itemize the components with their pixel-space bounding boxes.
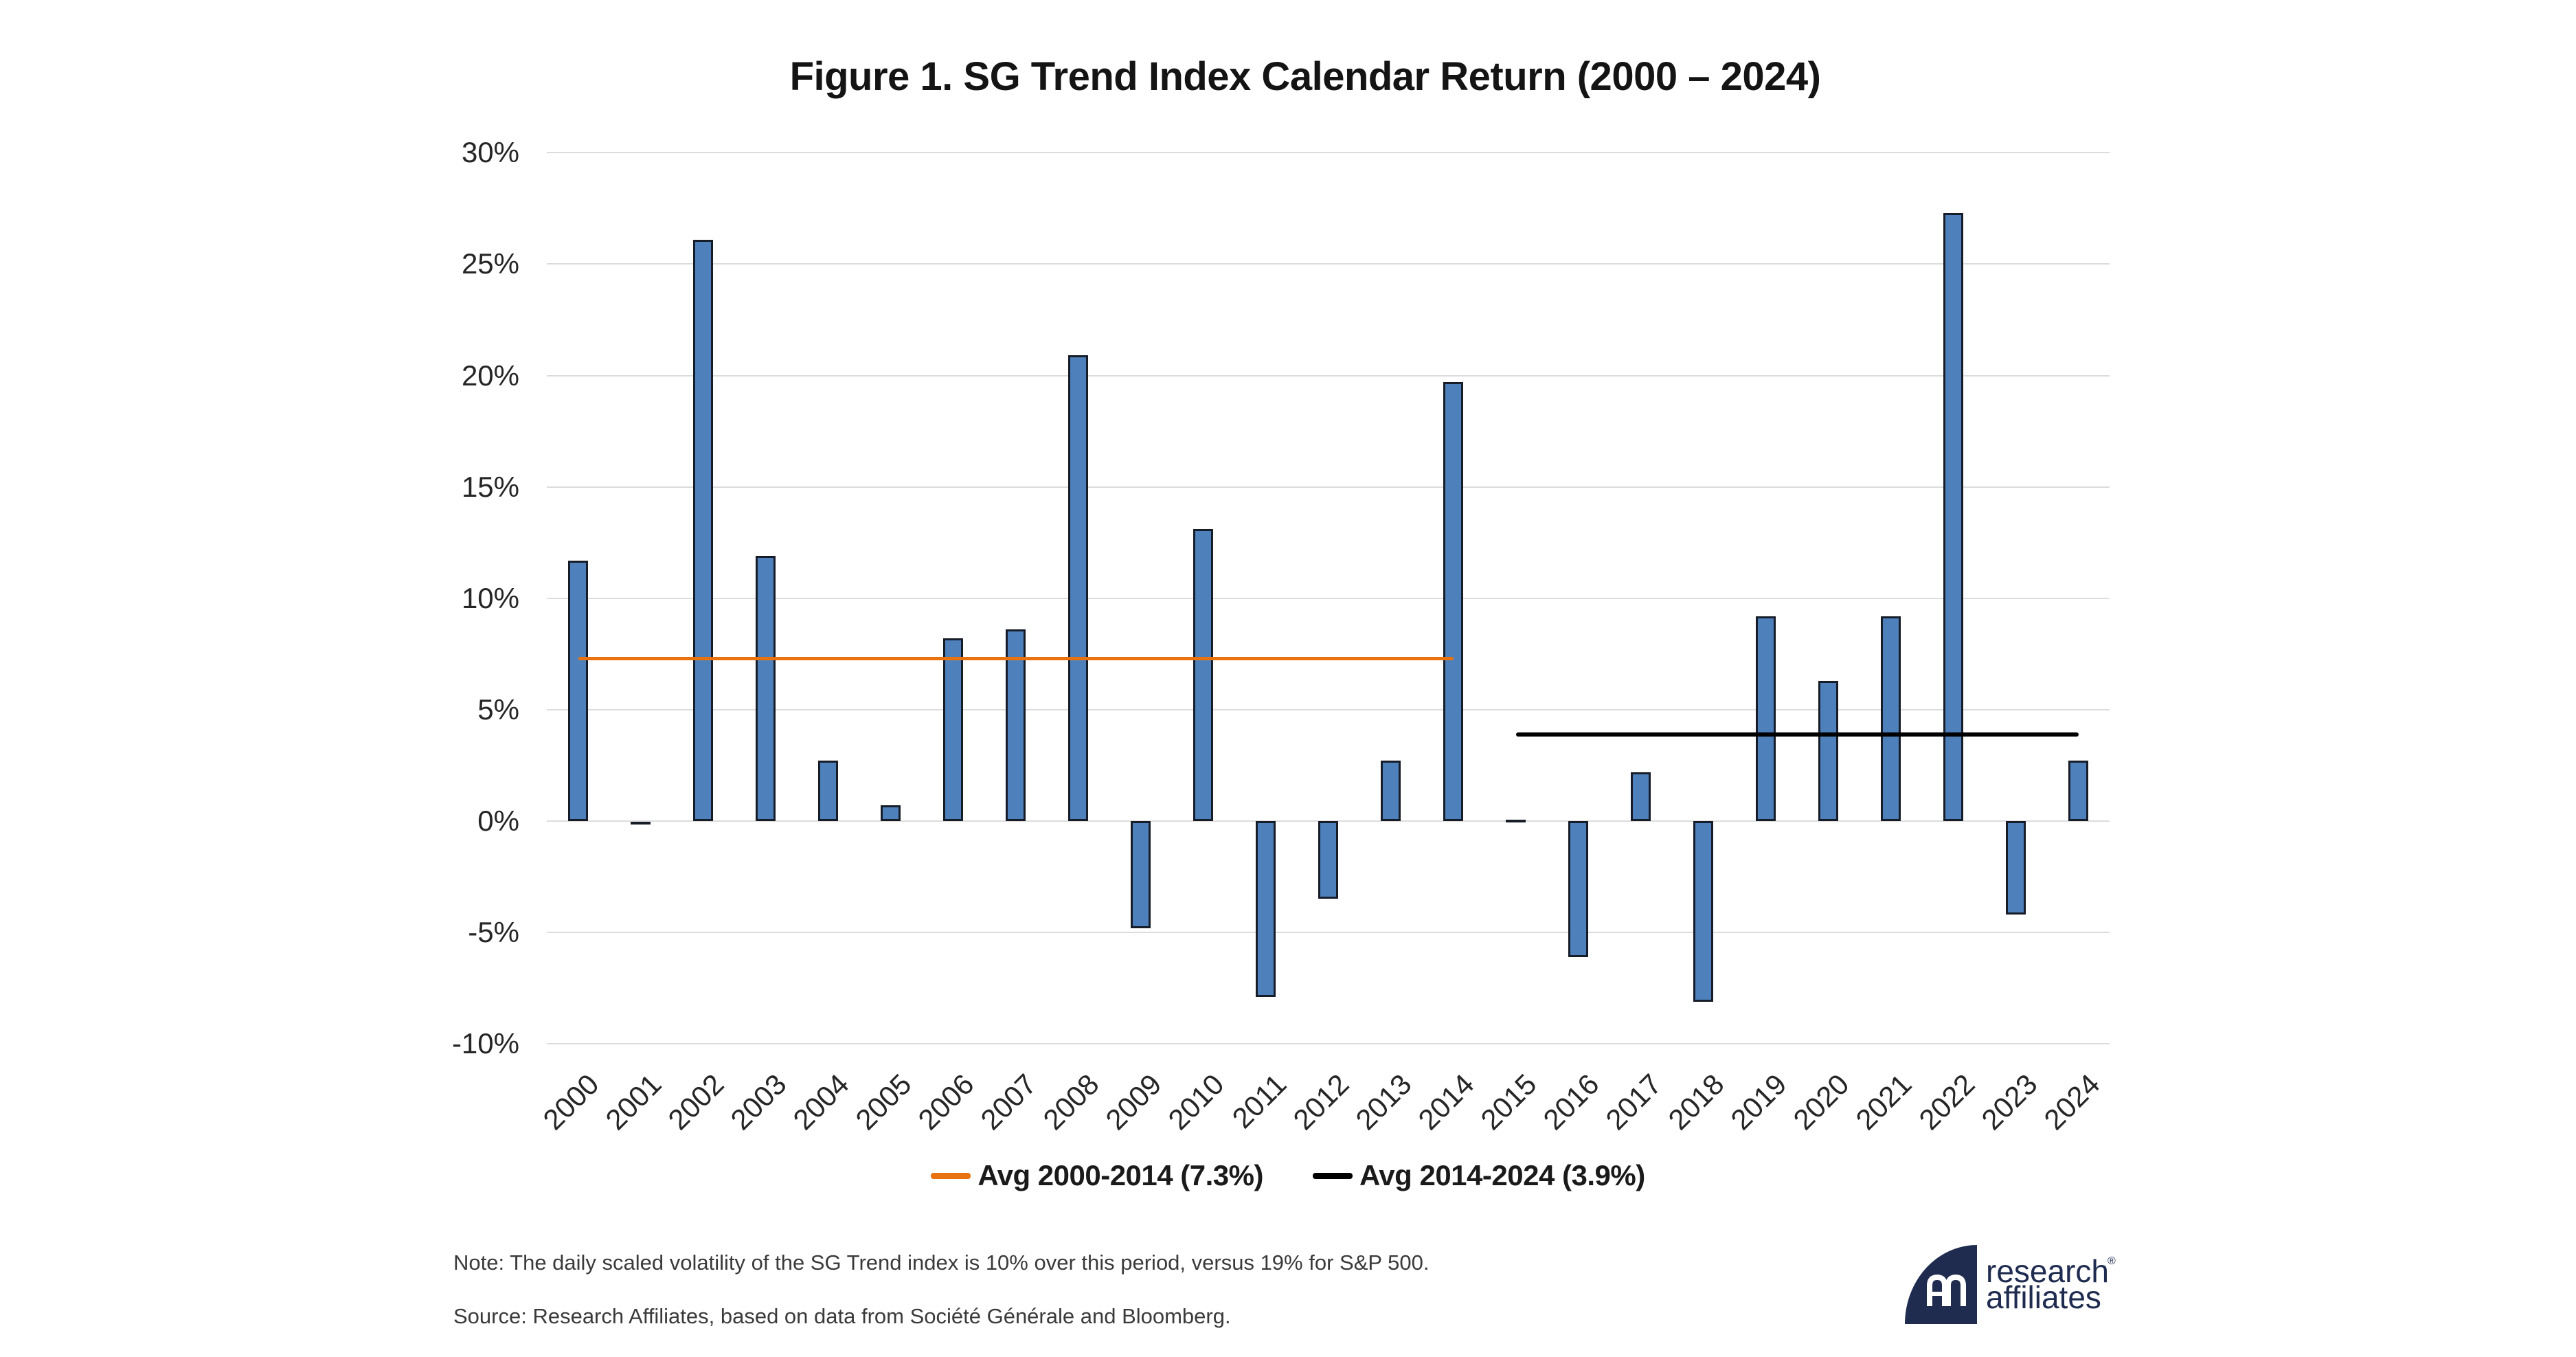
y-axis-label-15%: 15% [461,470,519,503]
gridline-10% [547,597,2110,599]
note-text: Note: The daily scaled volatility of the… [453,1251,1430,1275]
bar-2018 [1693,821,1714,1002]
y-axis-label--5%: -5% [468,916,519,949]
logo-registered-mark: ® [2108,1255,2116,1267]
x-axis-label-2001: 2001 [599,1068,668,1136]
bar-2006 [943,638,964,821]
bar-2005 [881,805,901,821]
x-axis-label-2005: 2005 [849,1068,918,1136]
bar-2017 [1631,772,1651,821]
bar-2008 [1068,355,1089,821]
x-axis-label-2008: 2008 [1037,1068,1105,1136]
x-axis-label-2004: 2004 [787,1068,855,1136]
bar-2012 [1318,821,1339,899]
y-axis-label-0%: 0% [477,805,519,837]
legend-item-avg-2000-2014: Avg 2000-2014 (7.3%) [931,1159,1263,1192]
legend-line-swatch-black [1313,1172,1353,1179]
bar-2019 [1756,616,1776,821]
bar-2022 [1943,212,1964,821]
bar-2014 [1443,382,1464,821]
x-axis-label-2017: 2017 [1599,1068,1669,1136]
x-axis-label-2003: 2003 [724,1068,793,1136]
chart-title: Figure 1. SG Trend Index Calendar Return… [789,54,1821,99]
gridline-30% [547,152,2110,154]
gridline--5% [547,932,2110,934]
bar-2010 [1193,529,1214,821]
x-axis-label-2013: 2013 [1349,1068,1418,1136]
bar-2009 [1131,821,1151,928]
y-axis-label-25%: 25% [461,247,519,280]
gridline--10% [547,1043,2110,1045]
x-axis-label-2020: 2020 [1787,1068,1856,1136]
gridline-15% [547,486,2110,488]
gridline-25% [547,263,2110,265]
bar-2024 [2068,761,2089,821]
bar-2023 [2006,821,2026,915]
x-axis-label-2000: 2000 [536,1068,605,1136]
x-axis-label-2010: 2010 [1162,1068,1230,1136]
avg-line-avg-2014-2024 [1515,732,2079,737]
y-axis-label-20%: 20% [461,359,519,392]
bar-2000 [568,560,588,821]
bar-2007 [1006,629,1026,821]
gridline-5% [547,708,2110,710]
bar-2020 [1818,680,1839,821]
bar-2003 [756,556,776,821]
x-axis-label-2012: 2012 [1287,1068,1355,1136]
x-axis-label-2016: 2016 [1537,1068,1606,1136]
x-axis-label-2023: 2023 [1974,1068,2044,1136]
x-axis-label-2011: 2011 [1225,1068,1293,1135]
avg-line-avg-2000-2014 [578,656,1454,660]
y-axis-label-5%: 5% [477,693,519,726]
bar-2013 [1381,761,1401,821]
x-axis-label-2019: 2019 [1724,1068,1794,1136]
x-axis-label-2021: 2021 [1849,1068,1919,1136]
legend-item-avg-2014-2024: Avg 2014-2024 (3.9%) [1313,1159,1645,1192]
x-axis-label-2022: 2022 [1912,1068,1981,1136]
legend-line-swatch-orange [931,1172,971,1179]
logo-fin-shape [1905,1245,1977,1324]
logo-text-research: research [1986,1253,2109,1289]
x-axis-label-2006: 2006 [912,1068,980,1136]
bar-2016 [1568,821,1589,957]
y-axis-label-10%: 10% [461,581,519,614]
y-axis-label--10%: -10% [451,1027,519,1060]
x-axis-label-2024: 2024 [2037,1068,2106,1136]
logo-graphic: research ® affiliates [1905,1245,2116,1324]
bar-2001 [631,822,651,825]
gridline-20% [547,374,2110,377]
x-axis-label-2018: 2018 [1662,1068,1731,1136]
x-axis-label-2007: 2007 [974,1068,1043,1136]
bar-2004 [818,761,839,821]
logo-text-affiliates: affiliates [1986,1279,2101,1315]
research-affiliates-logo: research ® affiliates [1905,1244,2119,1327]
logo-ra-monogram [1927,1274,1966,1306]
legend-label: Avg 2014-2024 (3.9%) [1359,1159,1645,1191]
bar-2002 [693,239,714,821]
source-text: Source: Research Affiliates, based on da… [453,1304,1231,1328]
x-axis-label-2002: 2002 [662,1068,730,1136]
y-axis-label-30%: 30% [461,136,519,169]
bar-2015 [1506,820,1526,822]
x-axis-label-2009: 2009 [1099,1068,1168,1136]
x-axis-label-2014: 2014 [1412,1068,1481,1136]
legend-label: Avg 2000-2014 (7.3%) [978,1159,1263,1191]
legend: Avg 2000-2014 (7.3%) Avg 2014-2024 (3.9%… [0,1158,2576,1193]
x-axis-label-2015: 2015 [1474,1068,1544,1136]
bar-2021 [1881,616,1901,821]
bar-2011 [1256,821,1276,998]
